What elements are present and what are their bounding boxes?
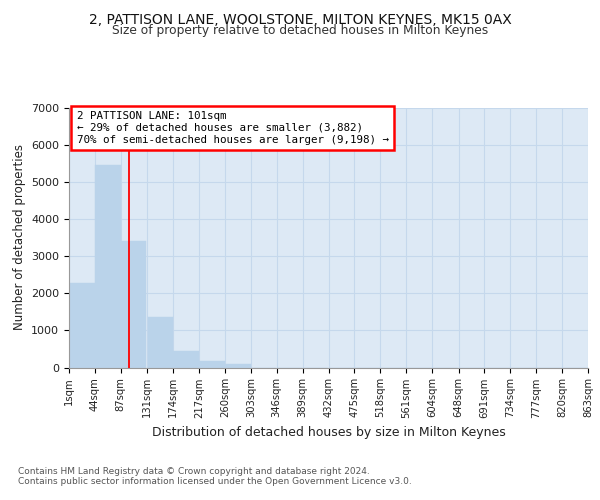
Text: 2, PATTISON LANE, WOOLSTONE, MILTON KEYNES, MK15 0AX: 2, PATTISON LANE, WOOLSTONE, MILTON KEYN… [89,12,511,26]
Bar [148,318,173,368]
Bar [69,283,95,368]
X-axis label: Distribution of detached houses by size in Milton Keynes: Distribution of detached houses by size … [152,426,505,439]
Bar [225,364,251,368]
Bar [121,241,146,368]
Y-axis label: Number of detached properties: Number of detached properties [13,144,26,330]
Bar [199,361,225,368]
Bar [95,165,121,368]
Text: Contains public sector information licensed under the Open Government Licence v3: Contains public sector information licen… [18,477,412,486]
Text: 2 PATTISON LANE: 101sqm
← 29% of detached houses are smaller (3,882)
70% of semi: 2 PATTISON LANE: 101sqm ← 29% of detache… [77,112,389,144]
Text: Contains HM Land Registry data © Crown copyright and database right 2024.: Contains HM Land Registry data © Crown c… [18,467,370,476]
Bar [173,351,199,368]
Text: Size of property relative to detached houses in Milton Keynes: Size of property relative to detached ho… [112,24,488,37]
